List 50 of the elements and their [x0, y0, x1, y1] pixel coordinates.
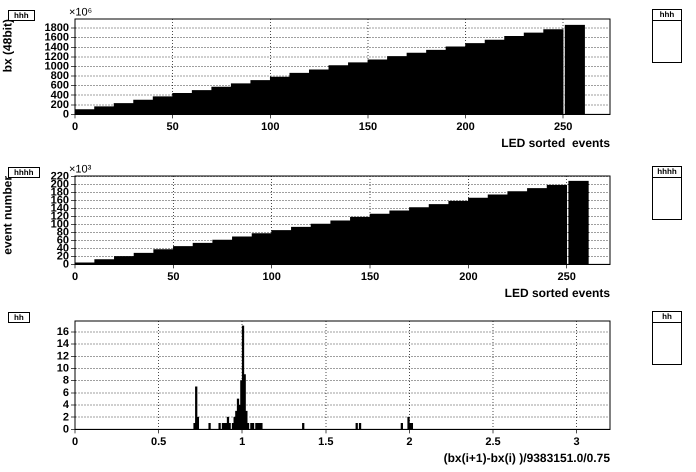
x-tick-label: 0 [72, 436, 78, 448]
y-tick-label: 10 [56, 362, 69, 375]
y-axis-title: bx (48bit) [0, 19, 15, 72]
y-tick-label: 12 [56, 350, 69, 362]
y-tick-label: 0 [62, 423, 69, 436]
stats-box: hhh [652, 9, 682, 63]
x-tick-label: 0 [72, 121, 78, 134]
x-tick-label: 1.5 [318, 436, 334, 448]
x-tick-label: 2.5 [485, 436, 501, 448]
stats-box: hhhh [652, 166, 682, 220]
y-tick-label: 4 [62, 399, 70, 412]
y-axis-title: event number [0, 176, 15, 255]
y-tick-label: 16 [56, 326, 69, 338]
x-tick-label: 100 [261, 121, 280, 134]
x-tick-label: 100 [262, 271, 281, 284]
y-tick-label: 200 [50, 98, 69, 111]
y-tick-label: 0 [62, 258, 69, 270]
y-tick-label: 1400 [44, 41, 69, 54]
x-tick-label: 0.5 [150, 436, 166, 448]
y-tick-label: 1000 [44, 60, 69, 72]
x-tick-label: 250 [558, 271, 576, 284]
x-tick-label: 3 [574, 436, 580, 448]
x-tick-label: 150 [358, 121, 378, 134]
y-tick-label: 400 [50, 89, 69, 102]
y-tick-label: 1200 [44, 50, 69, 63]
x-tick-label: 200 [456, 121, 475, 134]
y-tick-label: 6 [62, 386, 69, 399]
x-tick-label: 150 [360, 271, 380, 284]
x-tick-label: 50 [167, 271, 180, 284]
x-tick-label: 0 [72, 271, 78, 284]
text: ×10³ [69, 164, 92, 176]
x-axis-title: LED sorted events [501, 136, 610, 150]
y-tick-label: 2 [62, 411, 69, 424]
x-tick-label: 250 [554, 121, 572, 134]
x-tick-label: 1 [239, 436, 246, 448]
y-tick-label: 14 [56, 338, 70, 350]
y-tick-label: 1600 [44, 32, 69, 44]
x-axis-title: (bx(i+1)-bx(i) )/9383151.0/0.75 [444, 451, 610, 466]
chart-title: hhhh [8, 167, 40, 178]
y-tick-label: 8 [62, 374, 69, 387]
text: ×10⁶ [69, 6, 92, 19]
chart-title: hh [8, 312, 30, 323]
chart-title: hhh [8, 10, 35, 21]
x-tick-label: 50 [166, 121, 179, 134]
stats-box: hh [652, 311, 682, 365]
x-tick-label: 200 [459, 271, 478, 284]
x-axis-title: LED sorted events [504, 286, 610, 300]
x-tick-label: 2 [406, 436, 412, 448]
y-tick-label: 600 [50, 80, 69, 92]
y-tick-label: 0 [62, 108, 69, 120]
